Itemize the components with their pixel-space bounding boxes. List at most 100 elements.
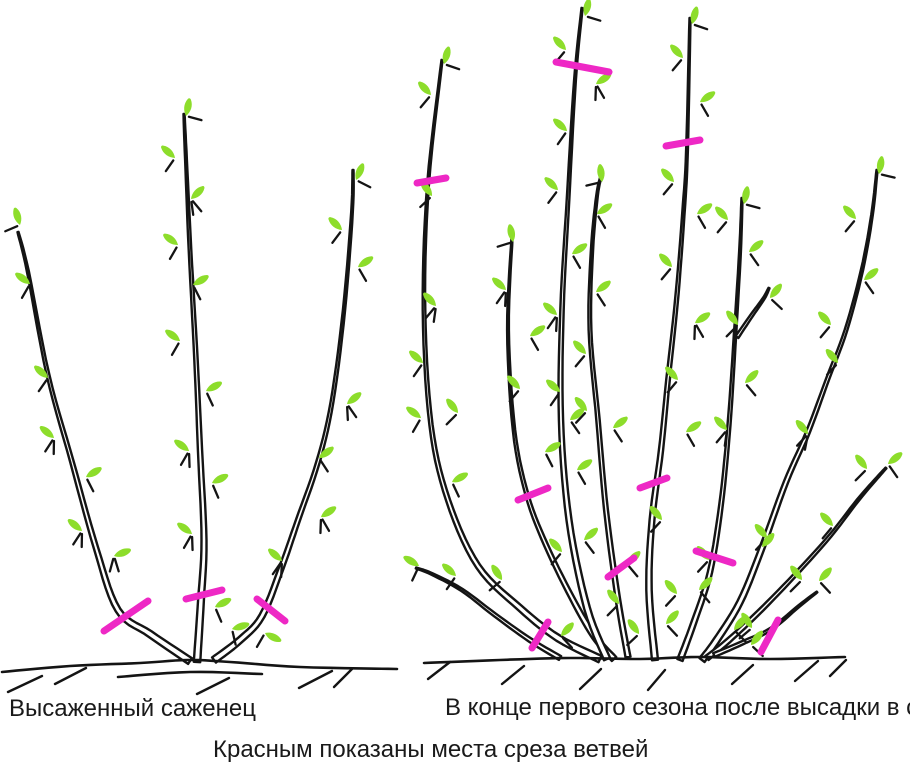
bud-scar-tick xyxy=(789,580,802,593)
bud-scar-tick xyxy=(597,215,607,230)
bud-shape xyxy=(321,506,337,518)
bud-shape xyxy=(749,240,764,253)
bud-scar-tick xyxy=(319,459,329,473)
bud-scar-tick xyxy=(550,553,562,566)
bud-shape xyxy=(573,340,586,354)
ground-hatch xyxy=(730,663,755,686)
first-season-bush xyxy=(403,0,903,692)
bud-shape xyxy=(661,168,674,182)
bud-shape xyxy=(553,118,567,131)
bud-shape xyxy=(406,406,421,419)
bud-scar-tick xyxy=(508,390,520,403)
bud-shape xyxy=(726,310,739,325)
bud-scar-tick xyxy=(715,431,727,444)
bud-scar-tick xyxy=(231,630,237,646)
bud-shape xyxy=(715,206,728,220)
bud-scar-tick xyxy=(649,521,662,533)
bud-shape xyxy=(583,0,592,16)
bud-scar-tick xyxy=(419,96,431,109)
bud-scar-tick xyxy=(496,241,512,248)
cut-mark xyxy=(692,547,737,567)
bud-shape xyxy=(546,379,560,392)
bud-scar-tick xyxy=(577,471,587,486)
bud-shape xyxy=(745,370,759,383)
cut-mark xyxy=(552,58,613,76)
bud-scar-tick xyxy=(854,469,867,482)
bud-scar-tick xyxy=(164,159,175,173)
bud-scar-tick xyxy=(271,562,282,576)
bud-scar-tick xyxy=(445,63,461,71)
bud-shape xyxy=(212,473,229,484)
bud-scar-tick xyxy=(626,634,638,647)
bud-scar-tick xyxy=(193,286,202,301)
bud-shape xyxy=(215,597,232,608)
bud-shape xyxy=(543,302,557,315)
bud-shape xyxy=(597,164,605,182)
bud-shape xyxy=(163,233,178,246)
cut-mark xyxy=(604,554,638,581)
bud-scar-tick xyxy=(419,196,431,209)
bud-scar-tick xyxy=(495,291,506,305)
bud-shape xyxy=(607,589,620,604)
bud-shape xyxy=(319,446,334,459)
bud-scar-tick xyxy=(4,225,19,233)
bud-scar-tick xyxy=(771,298,783,311)
bud-scar-tick xyxy=(723,431,728,447)
bud-scar-tick xyxy=(888,465,899,479)
bud-scar-tick xyxy=(504,291,507,308)
bud-scar-tick xyxy=(596,85,606,100)
bud-scar-tick xyxy=(666,381,678,394)
bud-scar-tick xyxy=(574,412,587,424)
bud-scar-tick xyxy=(168,246,178,261)
bud-scar-tick xyxy=(432,307,437,323)
bud-shape xyxy=(409,350,423,363)
cut-mark xyxy=(662,136,704,150)
ground-hatch xyxy=(646,668,667,692)
bud-shape xyxy=(67,518,82,531)
bud-shape xyxy=(561,622,574,636)
bud-scar-tick xyxy=(596,293,606,307)
bud-shape xyxy=(39,425,54,438)
bud-shape xyxy=(15,272,30,285)
bud-shape xyxy=(855,454,868,469)
ground-hatch xyxy=(828,658,848,678)
bud-scar-tick xyxy=(346,405,349,422)
bud-shape xyxy=(328,217,342,230)
branch-path xyxy=(182,112,208,664)
bud-scar-tick xyxy=(664,595,677,607)
bud-shape xyxy=(13,207,22,225)
bud-shape xyxy=(193,274,209,286)
bud-scar-tick xyxy=(725,325,738,338)
bud-scar-tick xyxy=(530,337,540,352)
bud-scar-tick xyxy=(572,255,582,270)
bud-shape xyxy=(191,186,205,199)
bud-scar-tick xyxy=(72,532,82,546)
bud-scar-tick xyxy=(574,355,586,368)
bud-scar-tick xyxy=(20,285,30,300)
bud-shape xyxy=(876,156,885,174)
cut-mark xyxy=(182,586,226,603)
bud-shape xyxy=(545,441,561,453)
ground-hatch xyxy=(426,660,452,681)
bud-scar-tick xyxy=(488,580,501,592)
bud-shape xyxy=(597,203,613,215)
bud-shape xyxy=(544,177,558,190)
bud-shape xyxy=(659,253,672,267)
bud-scar-tick xyxy=(44,439,54,453)
bud-shape xyxy=(577,459,593,471)
bud-scar-tick xyxy=(749,253,760,267)
bud-scar-tick xyxy=(546,316,557,330)
cut-mark xyxy=(253,595,289,625)
bud-shape xyxy=(177,522,192,535)
bud-shape xyxy=(596,280,611,293)
bud-shape xyxy=(700,91,716,103)
bud-shape xyxy=(818,311,831,325)
bud-scar-tick xyxy=(561,637,574,649)
bud-scar-tick xyxy=(347,405,358,419)
ground-line xyxy=(116,670,264,679)
bud-scar-tick xyxy=(745,384,757,397)
bud-scar-tick xyxy=(880,173,896,179)
bud-shape xyxy=(549,538,562,552)
cut-mark xyxy=(100,597,152,635)
bud-scar-tick xyxy=(424,307,436,320)
